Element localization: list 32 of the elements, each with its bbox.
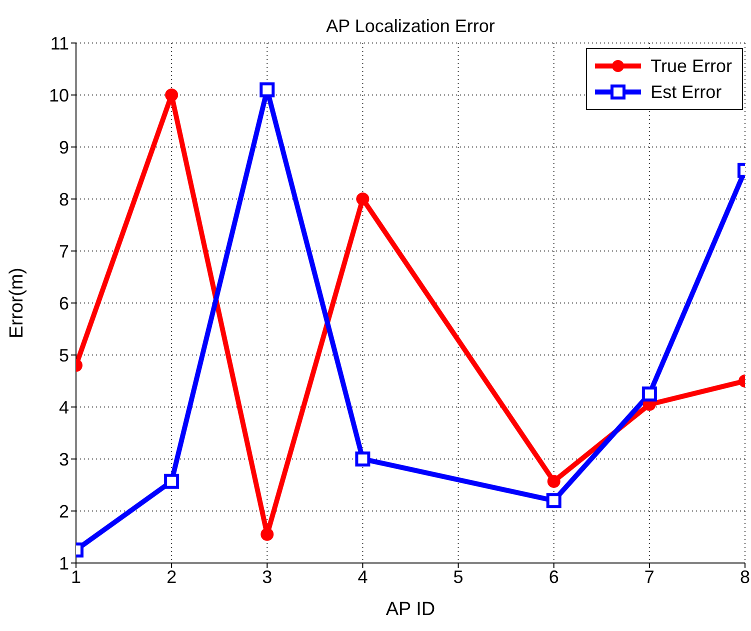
y-tick-label: 5 xyxy=(58,345,69,366)
point xyxy=(355,452,370,466)
point xyxy=(260,82,275,98)
y-tick-label: 7 xyxy=(58,241,69,262)
y-tick-label: 8 xyxy=(58,189,69,210)
point xyxy=(356,192,370,206)
y-tick-label: 4 xyxy=(58,397,69,418)
y-tick-label: 11 xyxy=(50,33,69,54)
y-tick-label: 10 xyxy=(48,85,69,106)
point xyxy=(546,493,562,508)
x-tick-label: 6 xyxy=(548,566,559,587)
x-tick-label: 4 xyxy=(358,566,368,587)
x-tick-label: 7 xyxy=(644,566,654,587)
x-axis-title: AP ID xyxy=(386,599,436,620)
point xyxy=(642,386,657,402)
y-tick-label: 2 xyxy=(58,501,69,522)
y-axis-title: Error(m) xyxy=(6,268,28,338)
x-tick-label: 8 xyxy=(740,566,750,587)
x-tick-label: 5 xyxy=(453,566,464,587)
y-tick-label: 9 xyxy=(58,137,69,158)
point xyxy=(547,474,560,488)
y-tick-label: 3 xyxy=(58,449,69,470)
legend-label: True Error xyxy=(650,56,732,76)
x-tick-label: 2 xyxy=(166,566,177,587)
point xyxy=(165,88,178,102)
chart-title: AP Localization Error xyxy=(326,16,495,36)
y-tick-label: 1 xyxy=(58,553,69,574)
point xyxy=(164,474,180,489)
point xyxy=(260,528,274,541)
y-tick-label: 6 xyxy=(58,293,69,314)
x-tick-label: 3 xyxy=(262,566,272,587)
legend-label: Est Error xyxy=(650,82,722,102)
